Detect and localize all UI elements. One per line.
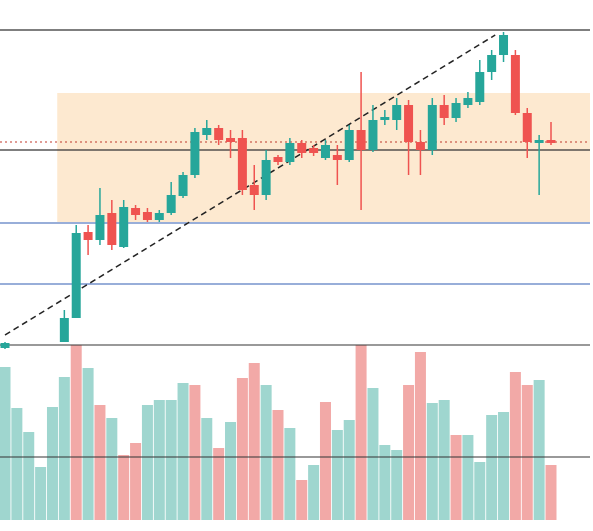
candle-body — [107, 213, 117, 245]
volume-bar — [296, 480, 308, 520]
volume-bar — [260, 385, 272, 520]
volume-bar — [331, 430, 343, 520]
volume-bar — [58, 377, 70, 520]
volume-bar — [11, 408, 23, 520]
candle-body — [487, 55, 497, 72]
volume-bar — [35, 467, 47, 520]
candle-body — [273, 157, 283, 162]
volume-bar — [474, 462, 486, 520]
volume-bar — [284, 428, 296, 520]
volume-bar — [94, 405, 106, 520]
candle-body — [475, 72, 485, 102]
volume-bar — [462, 435, 474, 520]
volume-bar — [403, 385, 415, 520]
volume-bar — [426, 403, 438, 520]
candle-body — [71, 233, 81, 318]
volume-bar — [438, 400, 450, 520]
candle-body — [368, 120, 378, 150]
candle-body — [546, 140, 556, 143]
volume-bar — [153, 400, 165, 520]
volume-bar — [545, 465, 557, 520]
candle-body — [510, 55, 520, 113]
candle-body — [320, 145, 330, 158]
candle-body — [534, 140, 544, 143]
volume-bar — [308, 465, 320, 520]
candle-body — [439, 105, 449, 118]
candle-body — [119, 207, 129, 247]
candle-body — [142, 212, 152, 220]
candle-body — [261, 160, 271, 195]
volume-bar — [509, 372, 521, 520]
volume-bar — [450, 435, 462, 520]
volume-bar — [379, 445, 391, 520]
candle-body — [380, 117, 390, 120]
candle-body — [95, 215, 105, 240]
candle-body — [154, 213, 164, 220]
candle-body — [214, 128, 224, 140]
candle-body — [178, 175, 188, 196]
candle-body — [131, 208, 141, 215]
volume-bar — [118, 455, 130, 520]
candle-body — [451, 103, 461, 118]
volume-bar — [46, 407, 58, 520]
candle-body — [499, 35, 509, 55]
candle-body — [309, 148, 319, 153]
candle-body — [285, 143, 295, 162]
candle-body — [59, 318, 69, 342]
volume-bar — [0, 367, 11, 520]
volume-bar — [106, 418, 118, 520]
candle-body — [190, 132, 200, 175]
candle-body — [404, 105, 414, 142]
candle-body — [249, 185, 259, 195]
volume-bar — [486, 415, 498, 520]
candle-body — [415, 142, 425, 150]
volume-bar — [319, 402, 331, 520]
candle-body — [463, 98, 473, 105]
volume-bar — [213, 448, 225, 520]
volume-bar — [225, 422, 237, 520]
candle-body — [392, 105, 402, 120]
candle-body — [356, 130, 366, 150]
volume-bar — [23, 432, 35, 520]
volume-bar — [498, 412, 510, 520]
volume-bar — [248, 363, 260, 520]
candle-body — [0, 343, 10, 348]
volume-bar — [141, 405, 153, 520]
volume-bar — [355, 345, 367, 520]
candle-body — [297, 143, 307, 153]
volume-bar — [236, 378, 248, 520]
candle-body — [226, 138, 236, 142]
candle-body — [202, 128, 212, 135]
candle-body — [166, 195, 176, 213]
candle-body — [427, 105, 437, 150]
candle-body — [237, 138, 247, 190]
candle-body — [332, 155, 342, 160]
candle-body — [522, 113, 532, 142]
candle-body — [83, 232, 93, 240]
volume-bar — [177, 383, 189, 520]
volume-bar — [70, 345, 82, 520]
volume-bar — [391, 450, 403, 520]
volume-bar — [201, 418, 213, 520]
volume-bar — [343, 420, 355, 520]
trendline — [4, 34, 496, 336]
volume-bar — [189, 385, 201, 520]
volume-bar — [130, 443, 142, 520]
volume-bar — [272, 410, 284, 520]
volume-bar — [82, 368, 94, 520]
volume-bar — [165, 400, 177, 520]
volume-bar — [367, 388, 379, 520]
candle-body — [344, 130, 354, 160]
volume-bar — [521, 385, 533, 520]
volume-bar — [414, 352, 426, 520]
volume-bar — [533, 380, 545, 520]
